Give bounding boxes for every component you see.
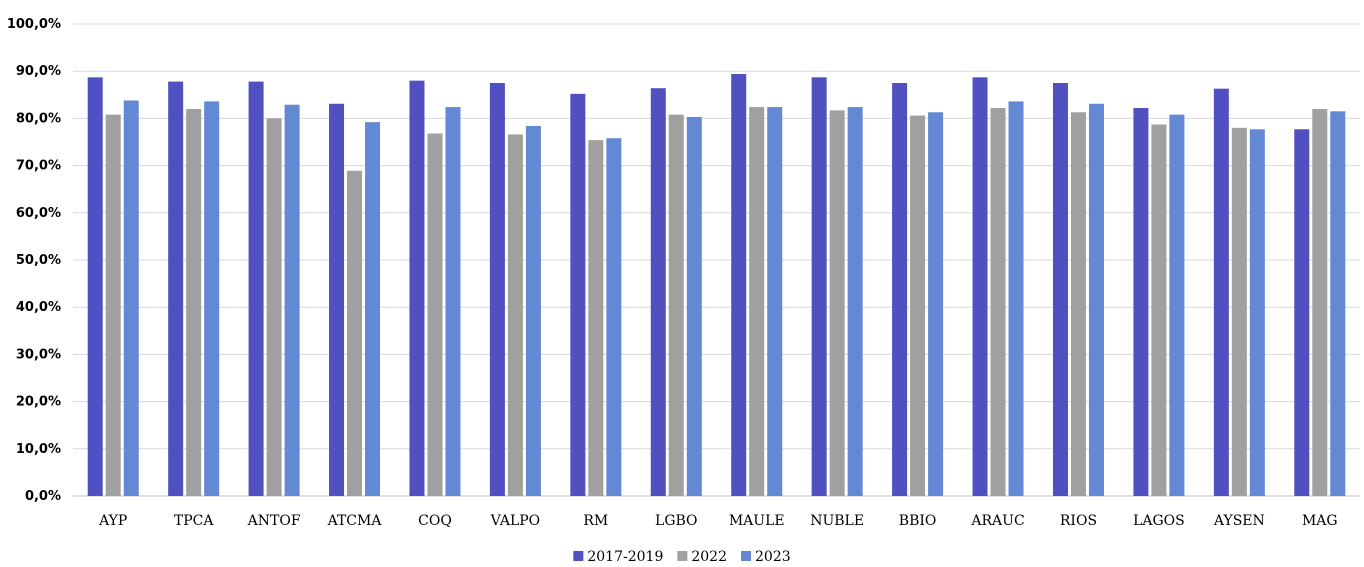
legend-swatch <box>741 551 751 561</box>
x-tick-label: RM <box>583 513 608 529</box>
x-tick-label: NUBLE <box>810 513 864 529</box>
x-tick-label: LGBO <box>655 513 698 529</box>
bar-2022-AYSEN <box>1231 127 1247 496</box>
legend-swatch <box>677 551 688 561</box>
bar-2023-BBIO <box>928 112 944 496</box>
y-tick-label: 30,0% <box>16 347 61 362</box>
y-tick-label: 90,0% <box>16 64 61 79</box>
bar-2022-RM <box>588 140 604 496</box>
x-tick-label: ARAUC <box>970 513 1024 529</box>
bar-2022-LAGOS <box>1151 124 1167 496</box>
bar-2022-AYP <box>105 114 121 497</box>
bar-2023-LGBO <box>686 116 702 496</box>
y-tick-label: 40,0% <box>16 300 61 315</box>
bar-2022-TPCA <box>186 108 202 497</box>
x-tick-label: AYP <box>98 513 127 529</box>
y-tick-label: 60,0% <box>16 206 61 221</box>
bar-2017-2019-TPCA <box>168 81 184 497</box>
bar-2023-TPCA <box>204 101 220 497</box>
bar-2017-2019-RIOS <box>1052 83 1068 496</box>
bar-2017-2019-LGBO <box>650 88 666 496</box>
legend-label: 2017-2019 <box>587 549 663 565</box>
x-tick-label: MAG <box>1302 513 1338 529</box>
bar-2017-2019-ATCMA <box>329 103 345 496</box>
legend: 2017-2019 2022 2023 <box>573 549 791 565</box>
x-tick-label: LAGOS <box>1133 513 1185 529</box>
bar-2017-2019-ARAUC <box>972 77 988 496</box>
y-axis-ticks: 0,0% 10,0% 20,0% 30,0% 40,0% 50,0% 60,0% 70,0% 8… <box>7 17 61 504</box>
gridlines <box>73 23 1360 497</box>
bar-2022-MAULE <box>749 107 765 497</box>
bar-2017-2019-BBIO <box>892 83 908 496</box>
bar-2017-2019-ANTOF <box>248 81 264 497</box>
bar-2023-LAGOS <box>1169 114 1185 497</box>
bar-2022-ARAUC <box>990 108 1006 497</box>
bar-2017-2019-MAULE <box>731 74 747 497</box>
legend-label: 2022 <box>691 549 727 565</box>
bar-2022-VALPO <box>507 134 523 496</box>
y-tick-label: 0,0% <box>25 489 61 504</box>
bar-2017-2019-VALPO <box>489 83 505 496</box>
x-tick-label: VALPO <box>490 513 540 529</box>
x-tick-label: RIOS <box>1060 513 1097 529</box>
x-axis-ticks: AYP TPCA ANTOF ATCMA COQ VALPO RM LGBO MAULE NUBL… <box>98 513 1337 529</box>
bar-2017-2019-AYSEN <box>1213 88 1229 496</box>
bar-2023-RIOS <box>1088 103 1104 496</box>
x-tick-label: COQ <box>418 513 452 529</box>
bar-2023-AYP <box>123 100 139 497</box>
bar-2022-RIOS <box>1070 112 1086 496</box>
y-tick-label: 100,0% <box>7 17 61 32</box>
bar-2023-NUBLE <box>847 107 863 497</box>
y-tick-label: 20,0% <box>16 395 61 410</box>
bar-2023-AYSEN <box>1249 129 1265 497</box>
bar-2017-2019-RM <box>570 93 586 496</box>
legend-label: 2023 <box>755 549 791 565</box>
bar-2022-ATCMA <box>347 170 363 497</box>
bar-2022-COQ <box>427 133 443 496</box>
bar-2023-MAULE <box>767 107 783 497</box>
x-tick-label: BBIO <box>899 513 937 529</box>
y-tick-label: 80,0% <box>16 111 61 126</box>
bar-2023-ARAUC <box>1008 101 1024 497</box>
y-tick-label: 50,0% <box>16 253 61 268</box>
x-tick-label: AYSEN <box>1213 513 1265 529</box>
x-tick-label: MAULE <box>729 513 785 529</box>
bar-2023-VALPO <box>525 125 541 497</box>
bar-2023-ANTOF <box>284 104 300 496</box>
legend-swatch <box>573 551 584 561</box>
bar-2023-COQ <box>445 107 461 497</box>
bar-2023-RM <box>606 138 622 496</box>
bar-2017-2019-LAGOS <box>1133 108 1149 497</box>
bar-2022-BBIO <box>910 115 926 497</box>
bars <box>87 74 1346 497</box>
y-tick-label: 70,0% <box>16 159 61 174</box>
bar-2022-ANTOF <box>266 118 282 497</box>
bar-2017-2019-AYP <box>87 77 103 496</box>
bar-2023-MAG <box>1330 111 1346 496</box>
bar-2023-ATCMA <box>365 122 381 497</box>
x-tick-label: TPCA <box>174 513 214 529</box>
bar-2017-2019-MAG <box>1294 129 1310 497</box>
bar-2022-MAG <box>1312 108 1328 497</box>
x-tick-label: ANTOF <box>247 513 301 529</box>
x-tick-label: ATCMA <box>327 513 383 529</box>
bar-2022-LGBO <box>668 114 684 497</box>
bar-2022-NUBLE <box>829 110 845 496</box>
bar-2017-2019-NUBLE <box>811 77 827 496</box>
bar-2017-2019-COQ <box>409 80 425 496</box>
y-tick-label: 10,0% <box>16 442 61 457</box>
